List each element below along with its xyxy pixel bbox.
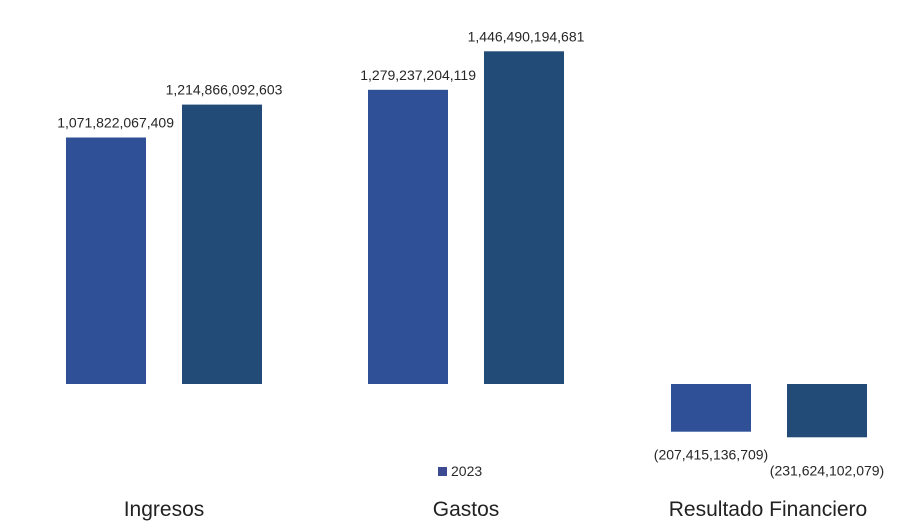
category-label-2: Resultado Financiero	[669, 498, 867, 521]
bar-0-0	[66, 137, 146, 384]
bar-2-1	[787, 384, 867, 438]
bars-layer	[66, 51, 867, 438]
value-labels-layer: 1,071,822,067,409 1,279,237,204,119 (207,4…	[57, 28, 884, 478]
value-label-2-0: (207,415,136,709)	[654, 447, 768, 463]
bar-1-0	[368, 89, 448, 385]
value-label-1-1: 1,446,490,194,681	[468, 28, 585, 44]
legend-marker	[438, 467, 447, 476]
legend: 2023	[438, 463, 482, 479]
value-label-1-0: 1,279,237,204,119	[360, 67, 476, 83]
bar-0-1	[182, 104, 262, 384]
category-label-1: Gastos	[433, 498, 500, 521]
bar-1-1	[484, 51, 564, 385]
category-label-0: Ingresos	[124, 498, 205, 521]
value-label-0-0: 1,071,822,067,409	[57, 115, 174, 131]
value-label-0-1: 1,214,866,092,603	[166, 82, 283, 98]
value-label-2-1: (231,624,102,079)	[770, 462, 884, 478]
legend-label: 2023	[451, 463, 482, 479]
bar-2-0	[671, 384, 751, 432]
category-axis-labels: Ingresos Gastos Resultado Financiero	[124, 498, 868, 521]
